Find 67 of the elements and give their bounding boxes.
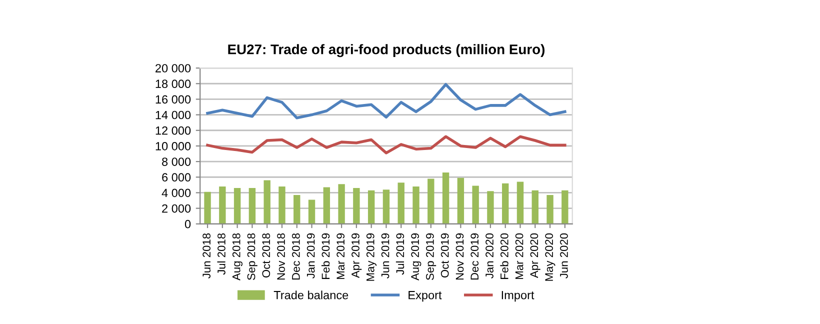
x-tick-label: Apr 2019 <box>352 233 362 278</box>
legend-label: Export <box>408 291 442 302</box>
y-tick-label: 8 000 <box>162 158 191 166</box>
y-tick-label: 16 000 <box>156 95 191 104</box>
bar <box>294 195 300 224</box>
bar <box>532 190 538 224</box>
x-tick-label: Dec 2018 <box>292 233 300 280</box>
x-tick-label: Sep 2019 <box>426 233 436 280</box>
bar <box>442 172 450 224</box>
bar <box>323 187 330 224</box>
bar <box>502 183 509 224</box>
x-tick-label: Jun 2018 <box>202 233 211 278</box>
y-tick-label: 4 000 <box>162 188 191 198</box>
line-series <box>206 83 566 120</box>
bar <box>382 190 390 224</box>
bar <box>353 188 360 224</box>
x-tick-label: Sep 2018 <box>247 233 258 280</box>
bar <box>428 178 434 224</box>
x-tick-label: Mar 2020 <box>515 233 524 279</box>
bar <box>457 178 464 224</box>
x-tick-label: Feb 2020 <box>500 233 508 279</box>
bar <box>412 186 420 224</box>
y-tick-label: 0 <box>184 220 191 228</box>
bar <box>308 200 316 224</box>
x-tick-label: Nov 2019 <box>456 233 464 280</box>
bar <box>398 182 404 224</box>
bar <box>546 195 554 224</box>
legend-label: Import <box>502 291 534 302</box>
bar <box>472 186 479 224</box>
legend-label: Trade balance <box>274 290 348 300</box>
bar <box>278 186 286 224</box>
x-tick-label: Jun 2020 <box>560 233 568 278</box>
x-tick-label: Oct 2019 <box>440 233 449 278</box>
x-tick-label: Mar 2019 <box>336 233 345 279</box>
x-tick-label: Jul 2018 <box>217 233 226 275</box>
x-tick-label: Jan 2020 <box>486 233 494 278</box>
bar <box>219 186 226 224</box>
bar <box>264 180 270 224</box>
bar <box>204 192 211 224</box>
x-tick-label: Nov 2018 <box>277 233 285 280</box>
y-tick-label: 14 000 <box>156 110 191 120</box>
x-tick-label: Aug 2018 <box>232 233 242 280</box>
bar <box>234 188 241 224</box>
x-tick-label: May 2019 <box>366 233 377 281</box>
x-tick-label: Jul 2019 <box>396 233 404 275</box>
line-series <box>206 135 566 154</box>
chart-title: EU27: Trade of agri-food products (million Euro) <box>228 44 544 58</box>
y-tick-label: 12 000 <box>156 126 191 135</box>
y-tick-label: 10 000 <box>156 142 191 150</box>
x-tick-label: Jun 2019 <box>381 233 390 278</box>
bar <box>516 182 524 224</box>
bar <box>338 184 345 224</box>
x-tick-label: Feb 2019 <box>321 233 330 279</box>
y-tick-label: 2 000 <box>162 204 191 213</box>
x-tick-label: Dec 2019 <box>470 233 479 280</box>
y-tick-label: 6 000 <box>162 173 191 182</box>
y-tick-label: 18 000 <box>156 80 191 88</box>
x-tick-label: Aug 2019 <box>411 233 422 280</box>
x-tick-label: Jan 2019 <box>306 233 315 278</box>
bar <box>487 191 494 224</box>
x-tick-label: Apr 2020 <box>530 233 540 278</box>
bar <box>368 190 375 224</box>
y-tick-label: 20 000 <box>156 64 191 72</box>
bar <box>248 188 256 224</box>
x-tick-label: Oct 2018 <box>262 233 270 278</box>
bar <box>562 190 568 224</box>
x-tick-label: May 2020 <box>545 233 556 281</box>
